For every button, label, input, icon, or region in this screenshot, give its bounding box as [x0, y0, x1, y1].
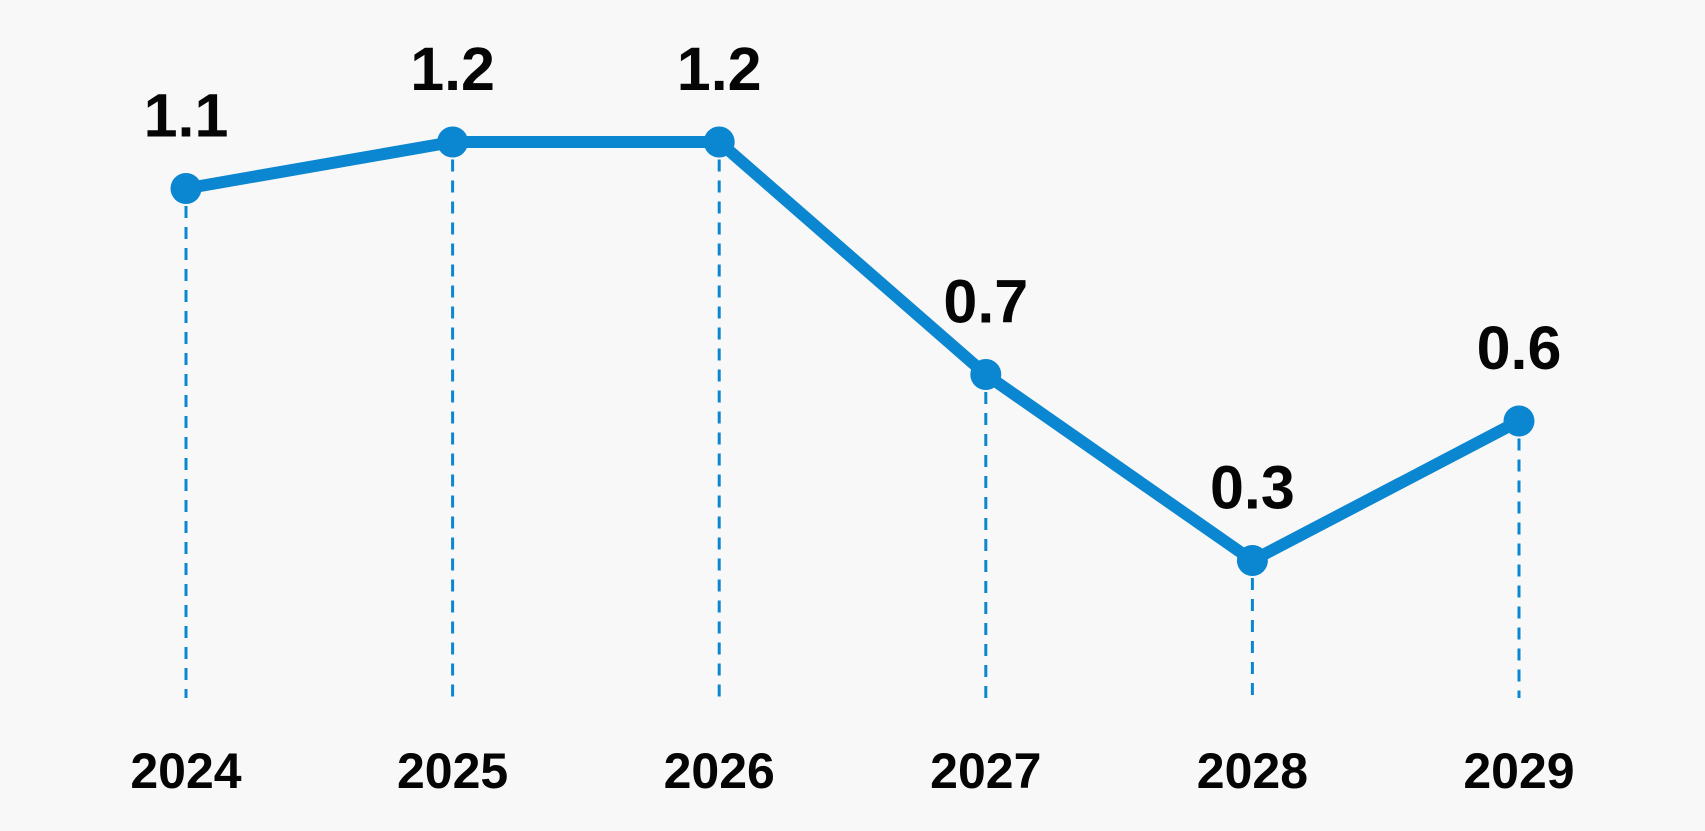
- value-label-2024: 1.1: [144, 82, 229, 150]
- value-label-2029: 0.6: [1477, 314, 1562, 382]
- data-point-2028: [1236, 545, 1268, 576]
- value-label-2027: 0.7: [943, 268, 1028, 336]
- data-point-2025: [437, 126, 469, 158]
- data-point-2027: [970, 359, 1002, 390]
- data-point-2024: [170, 173, 202, 204]
- x-axis-label-2029: 2029: [1463, 743, 1574, 799]
- series-line: [180, 136, 1525, 567]
- value-label-2028: 0.3: [1210, 454, 1295, 522]
- data-point-2026: [703, 126, 735, 158]
- x-axis-label-2028: 2028: [1197, 743, 1308, 799]
- data-point-2029: [1503, 405, 1535, 437]
- x-axis-label-2027: 2027: [930, 743, 1041, 799]
- value-label-2026: 1.2: [677, 35, 762, 103]
- x-axis-label-2026: 2026: [664, 743, 775, 799]
- x-axis-label-2025: 2025: [397, 743, 508, 799]
- value-label-2025: 1.2: [410, 35, 495, 103]
- x-axis-label-2024: 2024: [130, 743, 241, 799]
